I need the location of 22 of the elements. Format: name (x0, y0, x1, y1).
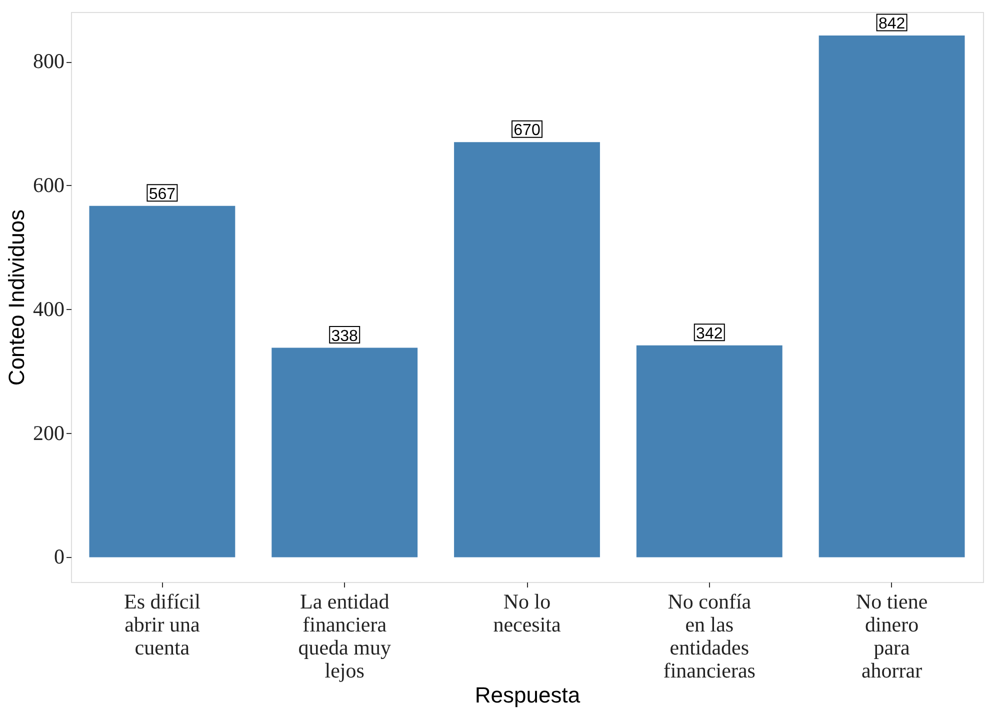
x-tick-label: No confía en las entidades financieras (663, 590, 756, 682)
bar (636, 345, 782, 558)
data-label: 842 (878, 16, 906, 33)
x-tick-label: La entidad financiera queda muy lejos (298, 590, 392, 682)
y-tick-label: 400 (33, 296, 64, 321)
data-label: 342 (696, 325, 723, 342)
data-label: 567 (148, 186, 176, 203)
y-tick-label: 0 (54, 544, 64, 569)
data-label: 338 (331, 328, 358, 345)
x-tick-label: Es difícil abrir una cuenta (124, 590, 201, 660)
data-label: 670 (514, 122, 540, 140)
y-tick-label: 800 (33, 49, 64, 74)
x-tick-label: No lo necesita (493, 590, 562, 636)
x-axis-title: Respuesta (474, 682, 581, 708)
y-tick-label: 200 (33, 420, 64, 445)
bar (89, 206, 236, 558)
bar (272, 348, 418, 558)
y-tick-label: 600 (33, 172, 64, 197)
x-tick-label: No tiene dinero para ahorrar (856, 590, 928, 682)
bar (818, 36, 965, 558)
y-axis-title: Conteo Individuos (4, 209, 29, 386)
bar (454, 142, 600, 558)
